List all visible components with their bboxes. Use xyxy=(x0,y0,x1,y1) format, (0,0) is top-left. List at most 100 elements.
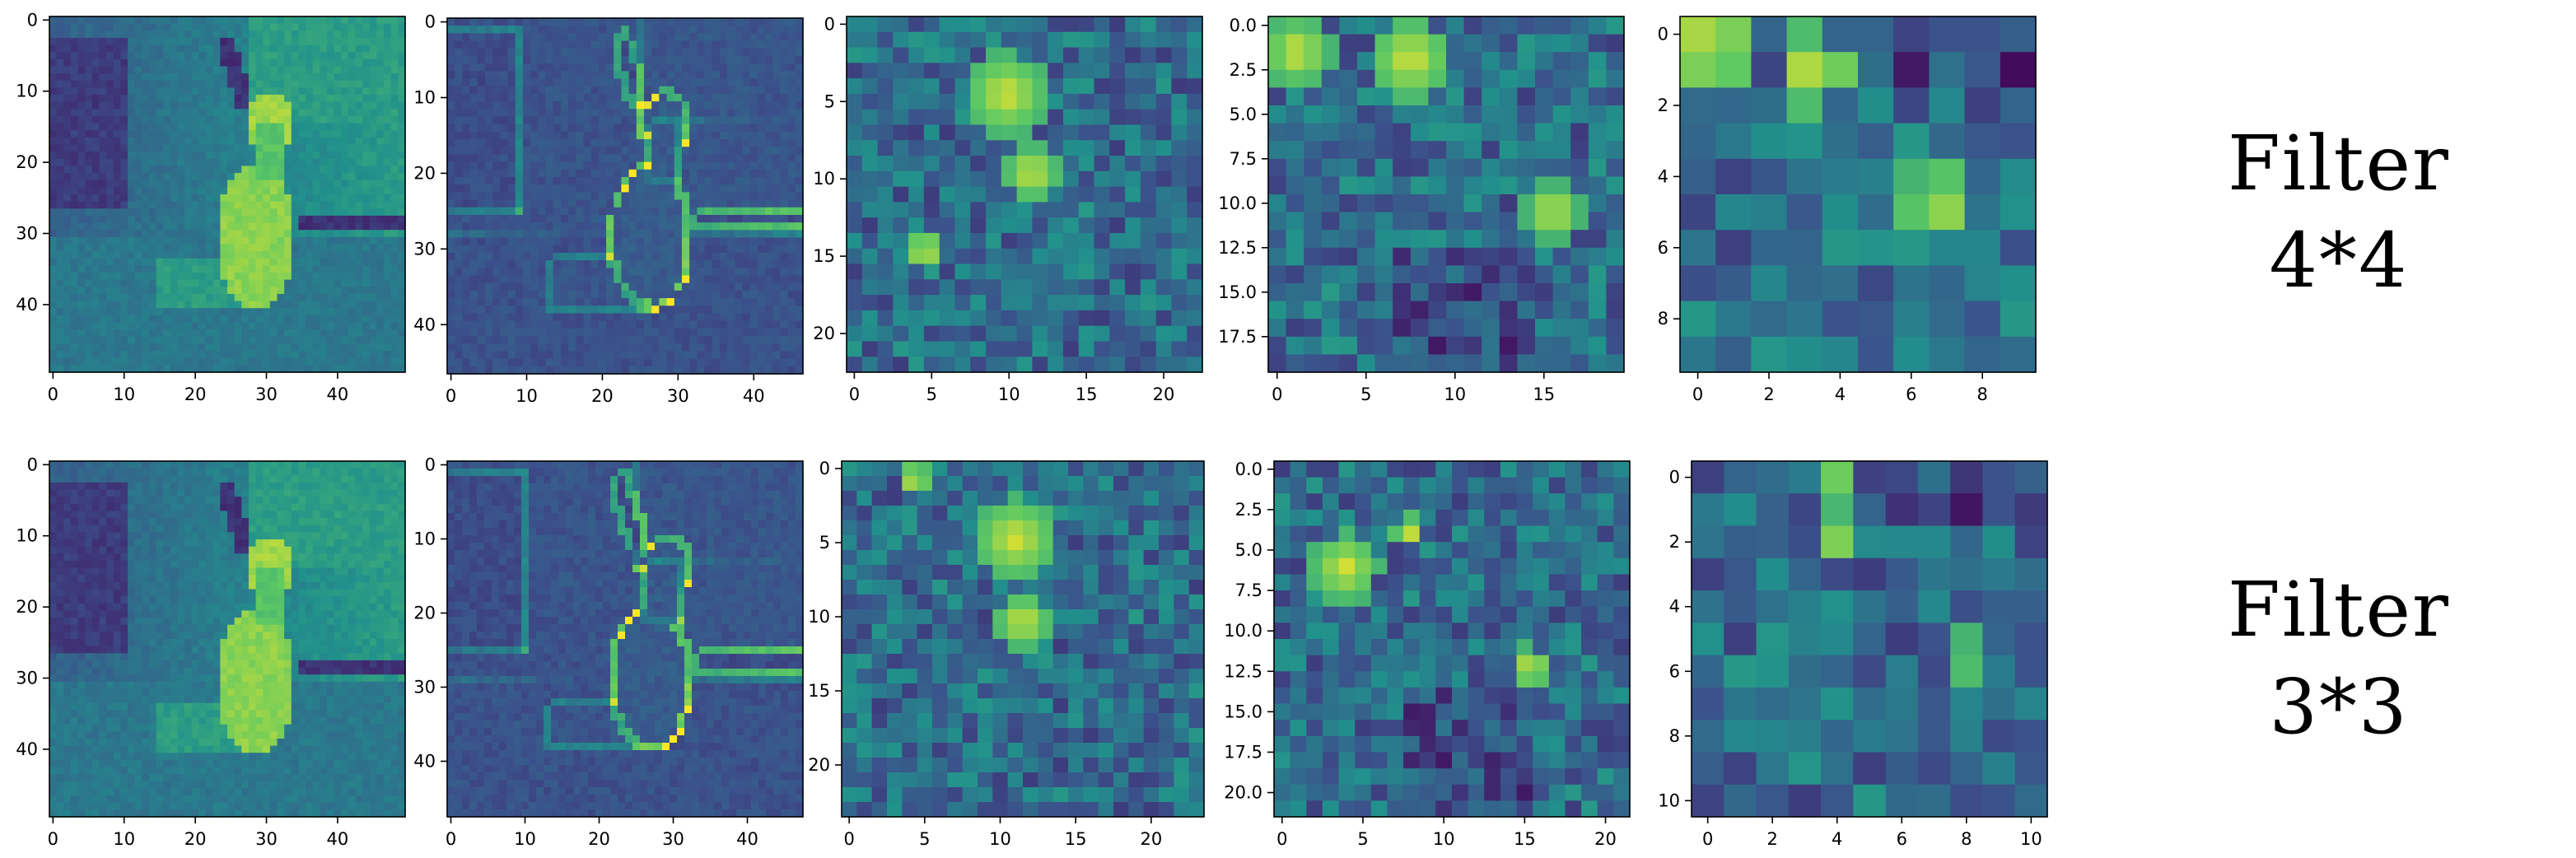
heatmap-cell xyxy=(598,298,607,306)
heatmap-cell xyxy=(334,115,342,124)
heatmap-cell xyxy=(177,158,185,167)
heatmap-cell xyxy=(636,18,645,26)
heatmap-cell xyxy=(390,187,399,195)
heatmap-cell xyxy=(659,18,668,26)
heatmap-cell xyxy=(177,80,185,88)
heatmap-cell xyxy=(284,58,292,68)
heatmap-cell xyxy=(49,329,58,338)
heatmap-cell xyxy=(56,123,64,131)
heatmap-cell xyxy=(85,230,93,238)
heatmap-cell xyxy=(241,44,250,53)
heatmap-cell xyxy=(63,187,72,195)
heatmap-cell xyxy=(568,177,576,185)
heatmap-cell xyxy=(507,93,516,102)
heatmap-cell xyxy=(198,109,207,117)
heatmap-cell xyxy=(163,144,171,152)
heatmap-cell xyxy=(757,298,766,306)
heatmap-cell xyxy=(142,244,150,252)
heatmap-cell xyxy=(970,63,987,79)
heatmap-cell xyxy=(492,252,501,261)
heatmap-cell xyxy=(312,365,320,373)
heatmap-cell xyxy=(787,18,796,26)
heatmap-cell xyxy=(212,343,221,352)
heatmap-cell xyxy=(507,154,516,163)
heatmap-cell xyxy=(156,230,164,238)
heatmap-cell xyxy=(455,328,463,337)
heatmap-cell xyxy=(355,343,363,352)
heatmap-cell xyxy=(576,169,585,178)
heatmap-cell xyxy=(545,275,554,284)
heatmap-cell xyxy=(606,192,614,201)
heatmap-cell xyxy=(621,184,630,193)
heatmap-cell xyxy=(184,166,193,174)
heatmap-cell xyxy=(492,109,501,118)
heatmap-cell xyxy=(156,95,164,103)
heatmap-cell xyxy=(156,66,164,74)
heatmap-cell xyxy=(227,66,236,74)
heatmap-cell xyxy=(735,336,744,344)
heatmap-cell xyxy=(320,293,328,302)
heatmap-cell xyxy=(298,158,306,167)
heatmap-cell xyxy=(291,236,299,245)
heatmap-cell xyxy=(284,343,292,352)
heatmap-cell xyxy=(712,124,721,133)
heatmap-cell xyxy=(538,131,547,140)
heatmap-cell xyxy=(455,109,463,118)
heatmap-cell xyxy=(263,293,271,302)
heatmap-cell xyxy=(651,147,660,156)
heatmap-cell xyxy=(106,194,114,203)
heatmap-cell xyxy=(77,287,86,295)
heatmap-cell xyxy=(749,245,758,254)
heatmap-cell xyxy=(341,52,349,60)
heatmap-cell xyxy=(795,351,804,360)
heatmap-cell xyxy=(284,30,292,39)
heatmap-cell xyxy=(77,123,86,131)
heatmap-cell xyxy=(220,279,228,287)
heatmap-cell xyxy=(184,265,193,273)
heatmap-cell xyxy=(255,58,264,68)
heatmap-cell xyxy=(742,268,751,277)
heatmap-cell xyxy=(1032,31,1048,49)
heatmap-cell xyxy=(643,48,652,57)
heatmap-cell xyxy=(893,124,909,141)
heatmap-cell xyxy=(530,275,539,284)
heatmap-cell xyxy=(1062,47,1080,63)
heatmap-cell xyxy=(689,93,698,102)
heatmap-cell xyxy=(312,279,320,287)
heatmap-cell xyxy=(636,214,645,223)
heatmap-cell xyxy=(99,115,107,124)
heatmap-cell xyxy=(248,329,257,338)
heatmap-cell xyxy=(765,260,773,268)
heatmap-cell xyxy=(795,184,804,193)
heatmap-cell xyxy=(156,343,164,352)
heatmap-cell xyxy=(636,55,645,64)
heatmap-cell xyxy=(355,215,363,224)
heatmap-cell xyxy=(735,109,744,118)
heatmap-cell xyxy=(298,208,306,217)
heatmap-cell xyxy=(291,101,299,110)
heatmap-cell xyxy=(206,215,214,224)
heatmap-cell xyxy=(326,180,335,188)
heatmap-cell xyxy=(712,71,721,80)
heatmap-cell xyxy=(462,358,471,367)
heatmap-cell xyxy=(545,86,554,95)
heatmap-cell xyxy=(455,63,463,72)
heatmap-cell xyxy=(312,109,320,117)
heatmap-cell xyxy=(787,199,796,208)
heatmap-cell xyxy=(99,244,107,252)
heatmap-cell xyxy=(70,258,79,266)
heatmap-cell xyxy=(704,328,713,337)
heatmap-cell xyxy=(248,279,257,287)
heatmap-cell xyxy=(659,101,668,110)
heatmap-cell xyxy=(681,282,690,291)
heatmap-cell xyxy=(85,265,93,273)
heatmap-cell xyxy=(91,343,100,352)
heatmap-cell xyxy=(348,308,357,316)
heatmap-cell xyxy=(263,258,271,266)
heatmap-cell xyxy=(128,329,136,338)
heatmap-cell xyxy=(348,58,357,68)
heatmap-cell xyxy=(91,95,100,103)
heatmap-cell xyxy=(212,208,221,217)
heatmap-cell xyxy=(772,78,782,87)
heatmap-cell xyxy=(507,222,516,231)
